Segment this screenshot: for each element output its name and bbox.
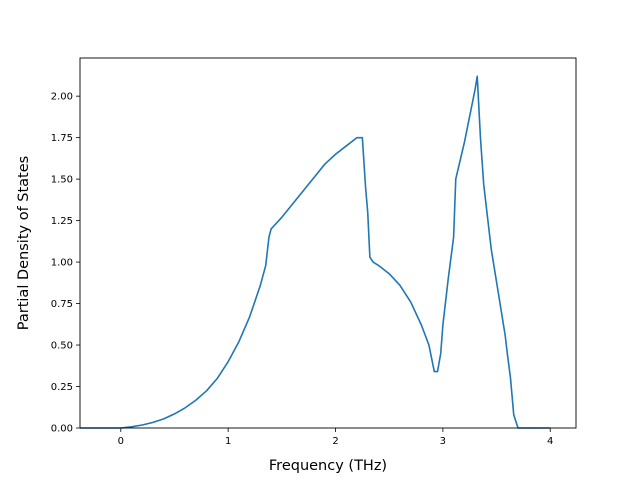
x-axis-ticks: 0 1 2 3 4 [118,428,553,447]
x-tick-label: 3 [440,436,446,447]
pdos-series-line [80,75,551,429]
y-tick-label: 1.50 [51,175,73,186]
y-tick-label: 0.00 [51,424,73,435]
plot-frame [79,57,577,429]
y-axis-label: Partial Density of States [16,156,32,330]
x-tick-label: 4 [547,436,553,447]
x-tick-label: 0 [118,436,124,447]
y-tick-label: 0.75 [51,299,73,310]
x-tick-label: 1 [225,436,231,447]
y-axis-ticks: 0.00 0.25 0.50 0.75 1.00 1.25 1.50 1.75 2.00 [51,92,80,435]
y-tick-label: 1.25 [51,216,73,227]
y-tick-label: 2.00 [51,92,73,103]
y-tick-label: 0.50 [51,341,73,352]
plot-background [80,58,576,428]
x-axis-label: Frequency (THz) [269,458,387,474]
y-tick-label: 1.75 [51,133,73,144]
y-tick-label: 0.25 [51,382,73,393]
x-tick-label: 2 [332,436,338,447]
y-tick-label: 1.00 [51,258,73,269]
